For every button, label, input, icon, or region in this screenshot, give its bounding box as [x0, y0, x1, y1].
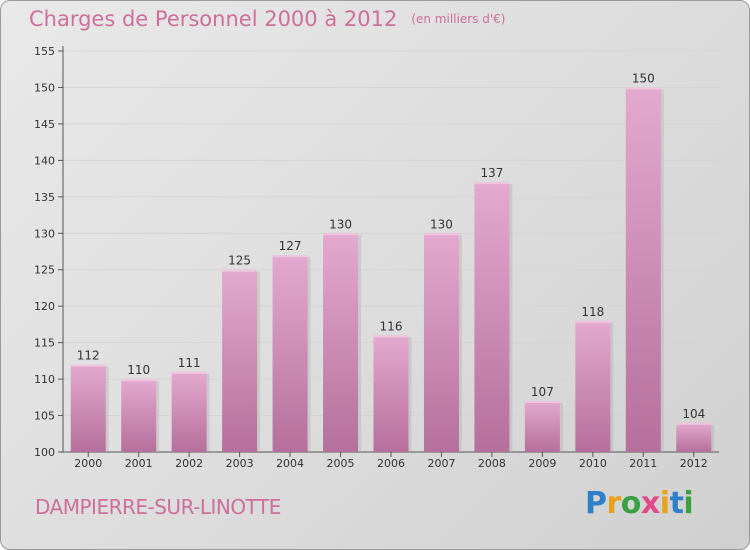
- bar-value-label: 116: [380, 319, 403, 333]
- bar-highlight: [575, 320, 611, 323]
- logo-letter: x: [640, 486, 660, 521]
- bar-value-label: 104: [682, 407, 705, 421]
- chart-subtitle: (en milliers d'€): [411, 12, 506, 26]
- y-tick-label: 120: [34, 300, 55, 313]
- y-tick-label: 125: [34, 264, 55, 277]
- bar-value-label: 130: [430, 217, 453, 231]
- x-tick-label: 2004: [276, 457, 304, 470]
- x-tick-label: 2006: [377, 457, 405, 470]
- bar-highlight: [222, 269, 258, 272]
- bar-highlight: [373, 335, 409, 338]
- bar: [323, 233, 359, 452]
- bar: [474, 182, 510, 452]
- logo-letter: i: [659, 486, 670, 521]
- y-tick-label: 100: [34, 446, 55, 459]
- bar: [70, 364, 106, 452]
- logo-letter: o: [620, 486, 642, 521]
- x-tick-label: 2009: [528, 457, 556, 470]
- commune-name: DAMPIERRE-SUR-LINOTTE: [35, 495, 281, 519]
- x-tick-label: 2003: [226, 457, 254, 470]
- logo-letter: t: [669, 486, 684, 521]
- bar: [373, 335, 409, 452]
- bar-value-label: 111: [178, 356, 201, 370]
- y-tick-label: 105: [34, 410, 55, 423]
- bar-value-label: 110: [127, 363, 150, 377]
- y-tick-label: 140: [34, 154, 55, 167]
- bar-highlight: [423, 233, 459, 236]
- x-tick-label: 2007: [427, 457, 455, 470]
- bar-value-label: 118: [581, 305, 604, 319]
- logo-letter: i: [683, 486, 694, 521]
- bar-value-label: 130: [329, 217, 352, 231]
- proxiti-logo: Proxiti: [585, 486, 694, 521]
- bar: [272, 255, 308, 452]
- bar: [676, 422, 712, 452]
- logo-letter: P: [585, 486, 607, 521]
- x-tick-label: 2008: [478, 457, 506, 470]
- x-tick-label: 2012: [680, 457, 708, 470]
- bar-value-label: 112: [77, 349, 100, 363]
- bar-highlight: [474, 182, 510, 185]
- bar: [524, 400, 560, 452]
- x-tick-label: 2010: [579, 457, 607, 470]
- y-tick-label: 115: [34, 337, 55, 350]
- bar-highlight: [524, 400, 560, 403]
- bar-value-label: 150: [632, 71, 655, 85]
- bar-highlight: [323, 233, 359, 236]
- bar-highlight: [171, 371, 207, 374]
- logo-letter: r: [606, 486, 622, 521]
- y-tick-label: 155: [34, 45, 55, 58]
- title-text: Charges de Personnel 2000 à 2012: [29, 7, 398, 31]
- bar: [625, 87, 661, 453]
- y-tick-label: 150: [34, 81, 55, 94]
- y-tick-label: 145: [34, 118, 55, 131]
- bar-value-label: 107: [531, 385, 554, 399]
- bar: [423, 233, 459, 452]
- x-tick-label: 2001: [125, 457, 153, 470]
- bar: [171, 371, 207, 452]
- bar-highlight: [121, 379, 157, 382]
- x-tick-label: 2011: [629, 457, 657, 470]
- bar-value-label: 127: [279, 239, 302, 253]
- y-tick-label: 130: [34, 227, 55, 240]
- bar-value-label: 125: [228, 254, 251, 268]
- bar: [575, 320, 611, 452]
- y-tick-label: 110: [34, 373, 55, 386]
- chart-title: Charges de Personnel 2000 à 2012 (en mill…: [29, 7, 505, 31]
- bar-highlight: [625, 87, 661, 90]
- x-tick-label: 2002: [175, 457, 203, 470]
- x-tick-label: 2005: [327, 457, 355, 470]
- bar-highlight: [676, 422, 712, 425]
- bar-highlight: [70, 364, 106, 367]
- bar: [222, 269, 258, 452]
- bar: [121, 379, 157, 452]
- y-tick-label: 135: [34, 191, 55, 204]
- bar-highlight: [272, 255, 308, 258]
- x-tick-label: 2000: [74, 457, 102, 470]
- bar-value-label: 137: [480, 166, 503, 180]
